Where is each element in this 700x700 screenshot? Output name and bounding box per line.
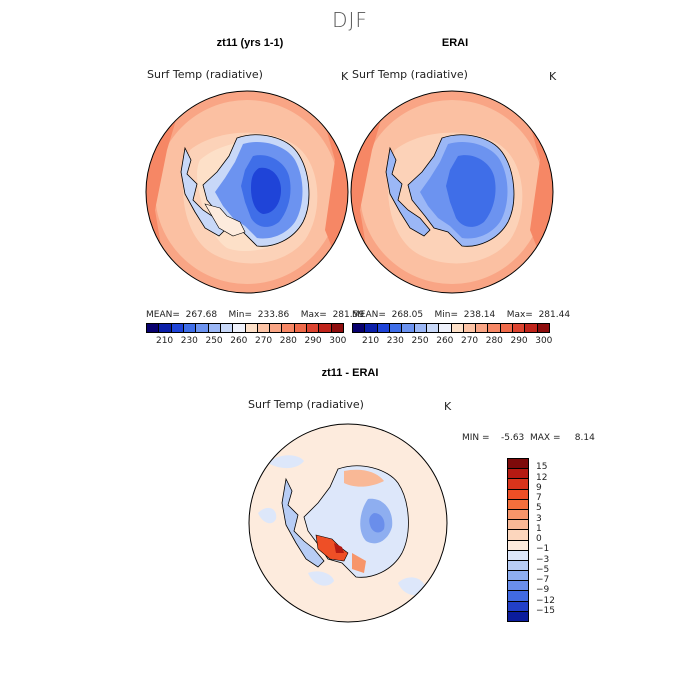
colorbar-swatch (257, 324, 271, 332)
colorbar-tick-label: 0 (536, 534, 542, 544)
colorbar-swatch (513, 324, 526, 332)
colorbar-swatch (525, 324, 538, 332)
colorbar-tick-label: 270 (254, 336, 273, 346)
colorbar-tick-label: 290 (304, 336, 322, 346)
colorbar-swatch (508, 469, 528, 480)
colorbar-swatch (414, 324, 427, 332)
diff-polar-map (248, 423, 448, 623)
colorbar-tick-label: 210 (361, 336, 380, 346)
obs-polar-map (350, 90, 554, 294)
colorbar-tick-label: 280 (485, 336, 503, 346)
colorbar-swatch (500, 324, 514, 332)
colorbar-tick-label: 260 (436, 336, 454, 346)
colorbar-swatch (426, 324, 440, 332)
model-panel-title: zt11 (yrs 1-1) (216, 37, 284, 49)
obs-panel-title: ERAI (441, 37, 469, 49)
model-polar-map (145, 90, 349, 294)
colorbar-swatch (508, 459, 528, 470)
colorbar-tick-label: −12 (536, 595, 555, 606)
colorbar-swatch (402, 324, 415, 332)
colorbar-tick-label: 3 (536, 513, 542, 524)
colorbar-swatch (488, 324, 501, 332)
diff-colorbar (507, 458, 529, 622)
colorbar-tick-label: 280 (279, 336, 297, 346)
colorbar-swatch (508, 611, 528, 621)
colorbar-tick-label: −3 (536, 554, 550, 565)
colorbar-swatch (159, 324, 172, 332)
colorbar-swatch (508, 499, 528, 510)
colorbar-swatch (245, 324, 258, 332)
colorbar-swatch (389, 324, 403, 332)
colorbar-tick-label: −7 (536, 575, 550, 585)
colorbar-swatch (147, 324, 160, 332)
colorbar-swatch (508, 530, 528, 541)
colorbar-tick-label: 300 (535, 336, 553, 346)
colorbar-swatch (451, 324, 464, 332)
model-variable-label: Surf Temp (radiative) (147, 68, 263, 81)
diff-units-label: K (444, 400, 452, 413)
colorbar-tick-label: 230 (180, 336, 198, 346)
colorbar-swatch (208, 324, 221, 332)
colorbar-swatch (508, 509, 528, 521)
colorbar-tick-label: 9 (536, 482, 542, 493)
colorbar-swatch (508, 591, 528, 602)
colorbar-swatch (463, 324, 477, 332)
colorbar-tick-label: 290 (510, 336, 528, 346)
colorbar-swatch (508, 581, 528, 592)
colorbar-tick-label: −15 (536, 605, 555, 616)
colorbar-swatch (508, 550, 528, 561)
colorbar-tick-label: 12 (536, 472, 548, 483)
colorbar-tick-label: 260 (230, 336, 248, 346)
obs-colorbar (352, 323, 550, 333)
colorbar-swatch (508, 489, 528, 500)
colorbar-tick-label: 15 (536, 462, 548, 473)
diff-stats: MIN = -5.63 MAX = 8.14 (462, 433, 595, 443)
colorbar-tick-label: 1 (536, 523, 542, 534)
colorbar-tick-label: 270 (460, 336, 479, 346)
colorbar-swatch (220, 324, 234, 332)
colorbar-swatch (196, 324, 209, 332)
season-title: DJF (332, 8, 368, 32)
colorbar-tick-label: −9 (536, 585, 550, 596)
model-units-label: K (341, 70, 349, 83)
colorbar-tick-label: 230 (386, 336, 404, 346)
obs-variable-label: Surf Temp (radiative) (352, 68, 468, 81)
obs-stats: MEAN= 268.05 Min= 238.14 Max= 281.44 (352, 310, 571, 320)
obs-units-label: K (549, 70, 557, 83)
model-stats: MEAN= 267.68 Min= 233.86 Max= 281.59 (146, 310, 365, 320)
colorbar-swatch (331, 324, 343, 332)
colorbar-swatch (537, 324, 549, 332)
colorbar-swatch (319, 324, 332, 332)
colorbar-swatch (171, 324, 184, 332)
colorbar-tick-label: 250 (411, 336, 429, 346)
colorbar-swatch (508, 520, 528, 531)
colorbar-swatch (508, 540, 528, 551)
colorbar-tick-label: 300 (329, 336, 347, 346)
colorbar-tick-label: −1 (536, 544, 550, 555)
colorbar-tick-label: −5 (536, 564, 550, 575)
colorbar-tick-label: 7 (536, 493, 542, 503)
colorbar-swatch (377, 324, 390, 332)
colorbar-swatch (508, 560, 528, 572)
model-colorbar (146, 323, 344, 333)
colorbar-swatch (282, 324, 295, 332)
colorbar-swatch (439, 324, 452, 332)
colorbar-swatch (294, 324, 308, 332)
colorbar-swatch (353, 324, 366, 332)
diff-variable-label: Surf Temp (radiative) (248, 398, 364, 411)
colorbar-swatch (307, 324, 320, 332)
colorbar-tick-label: 5 (536, 503, 542, 514)
colorbar-swatch (365, 324, 378, 332)
colorbar-swatch (233, 324, 246, 332)
colorbar-swatch (508, 601, 528, 612)
colorbar-swatch (270, 324, 283, 332)
diff-panel-title: zt11 - ERAI (321, 367, 379, 379)
colorbar-swatch (476, 324, 489, 332)
colorbar-swatch (183, 324, 197, 332)
colorbar-tick-label: 250 (205, 336, 223, 346)
colorbar-swatch (508, 479, 528, 490)
colorbar-tick-label: 210 (155, 336, 174, 346)
colorbar-swatch (508, 571, 528, 582)
